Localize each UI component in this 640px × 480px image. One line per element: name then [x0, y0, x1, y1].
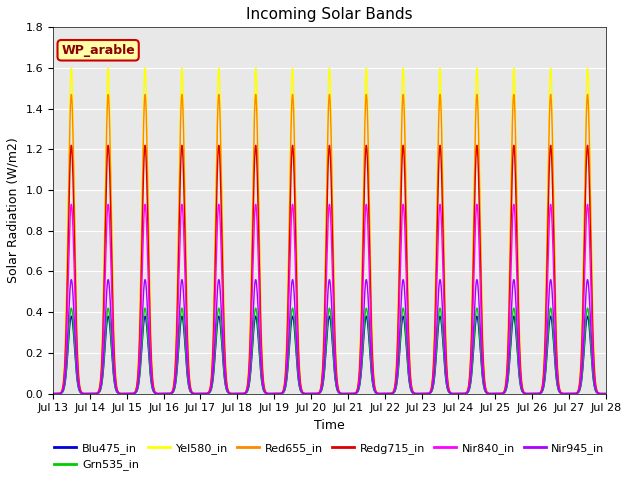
- Nir840_in: [145, 306, 153, 312]
- Nir945_in: [532, 391, 540, 396]
- Red655_in: [532, 391, 540, 396]
- Nir840_in: [591, 382, 599, 387]
- Blu475_in: [113, 388, 120, 394]
- Grn535_in: [261, 390, 269, 396]
- Redg715_in: [261, 388, 269, 394]
- Yel580_in: [532, 391, 540, 396]
- Grn535_in: [285, 344, 293, 349]
- Blu475_in: [591, 387, 599, 393]
- Grn535_in: [602, 391, 610, 396]
- Nir945_in: [285, 328, 293, 334]
- Grn535_in: [67, 305, 75, 311]
- Nir840_in: [113, 384, 120, 390]
- Yel580_in: [113, 379, 120, 384]
- Blu475_in: [285, 348, 293, 354]
- Redg715_in: [145, 280, 153, 286]
- Grn535_in: [113, 387, 120, 393]
- Title: Incoming Solar Bands: Incoming Solar Bands: [246, 7, 413, 22]
- Redg715_in: [67, 143, 75, 148]
- Red655_in: [602, 391, 610, 396]
- Line: Red655_in: Red655_in: [53, 95, 606, 394]
- Line: Yel580_in: Yel580_in: [53, 68, 606, 394]
- Nir945_in: [145, 340, 153, 346]
- Redg715_in: [113, 382, 120, 387]
- Legend: Blu475_in, Grn535_in, Yel580_in, Red655_in, Redg715_in, Nir840_in, Nir945_in: Blu475_in, Grn535_in, Yel580_in, Red655_…: [54, 443, 605, 470]
- Nir945_in: [67, 277, 75, 283]
- Red655_in: [67, 92, 75, 97]
- Yel580_in: [261, 387, 269, 393]
- Blu475_in: [145, 356, 153, 362]
- Blu475_in: [67, 313, 75, 319]
- Nir840_in: [49, 391, 57, 396]
- Nir840_in: [602, 391, 610, 396]
- Yel580_in: [49, 391, 57, 396]
- Yel580_in: [602, 391, 610, 396]
- Nir945_in: [591, 385, 599, 391]
- Text: WP_arable: WP_arable: [61, 44, 135, 57]
- Grn535_in: [145, 353, 153, 359]
- Line: Blu475_in: Blu475_in: [53, 316, 606, 394]
- Nir840_in: [261, 389, 269, 395]
- Grn535_in: [532, 391, 540, 396]
- Line: Nir840_in: Nir840_in: [53, 204, 606, 394]
- Redg715_in: [532, 391, 540, 396]
- Yel580_in: [67, 65, 75, 71]
- Nir840_in: [67, 202, 75, 207]
- Grn535_in: [49, 391, 57, 396]
- Redg715_in: [49, 391, 57, 396]
- Grn535_in: [591, 386, 599, 392]
- Yel580_in: [591, 375, 599, 381]
- Yel580_in: [285, 212, 293, 217]
- Nir840_in: [532, 391, 540, 396]
- Nir945_in: [49, 391, 57, 396]
- Red655_in: [285, 226, 293, 232]
- Nir945_in: [602, 391, 610, 396]
- Red655_in: [145, 257, 153, 263]
- Redg715_in: [602, 391, 610, 396]
- Nir840_in: [285, 287, 293, 292]
- Line: Grn535_in: Grn535_in: [53, 308, 606, 394]
- Red655_in: [49, 391, 57, 396]
- Y-axis label: Solar Radiation (W/m2): Solar Radiation (W/m2): [7, 138, 20, 283]
- Red655_in: [113, 380, 120, 385]
- Line: Redg715_in: Redg715_in: [53, 145, 606, 394]
- Redg715_in: [591, 378, 599, 384]
- Blu475_in: [532, 391, 540, 396]
- Red655_in: [591, 376, 599, 382]
- Line: Nir945_in: Nir945_in: [53, 280, 606, 394]
- Blu475_in: [602, 391, 610, 396]
- Yel580_in: [145, 246, 153, 252]
- Nir945_in: [261, 390, 269, 396]
- Red655_in: [261, 388, 269, 394]
- X-axis label: Time: Time: [314, 419, 345, 432]
- Blu475_in: [261, 390, 269, 396]
- Nir945_in: [113, 386, 120, 392]
- Redg715_in: [285, 254, 293, 260]
- Blu475_in: [49, 391, 57, 396]
